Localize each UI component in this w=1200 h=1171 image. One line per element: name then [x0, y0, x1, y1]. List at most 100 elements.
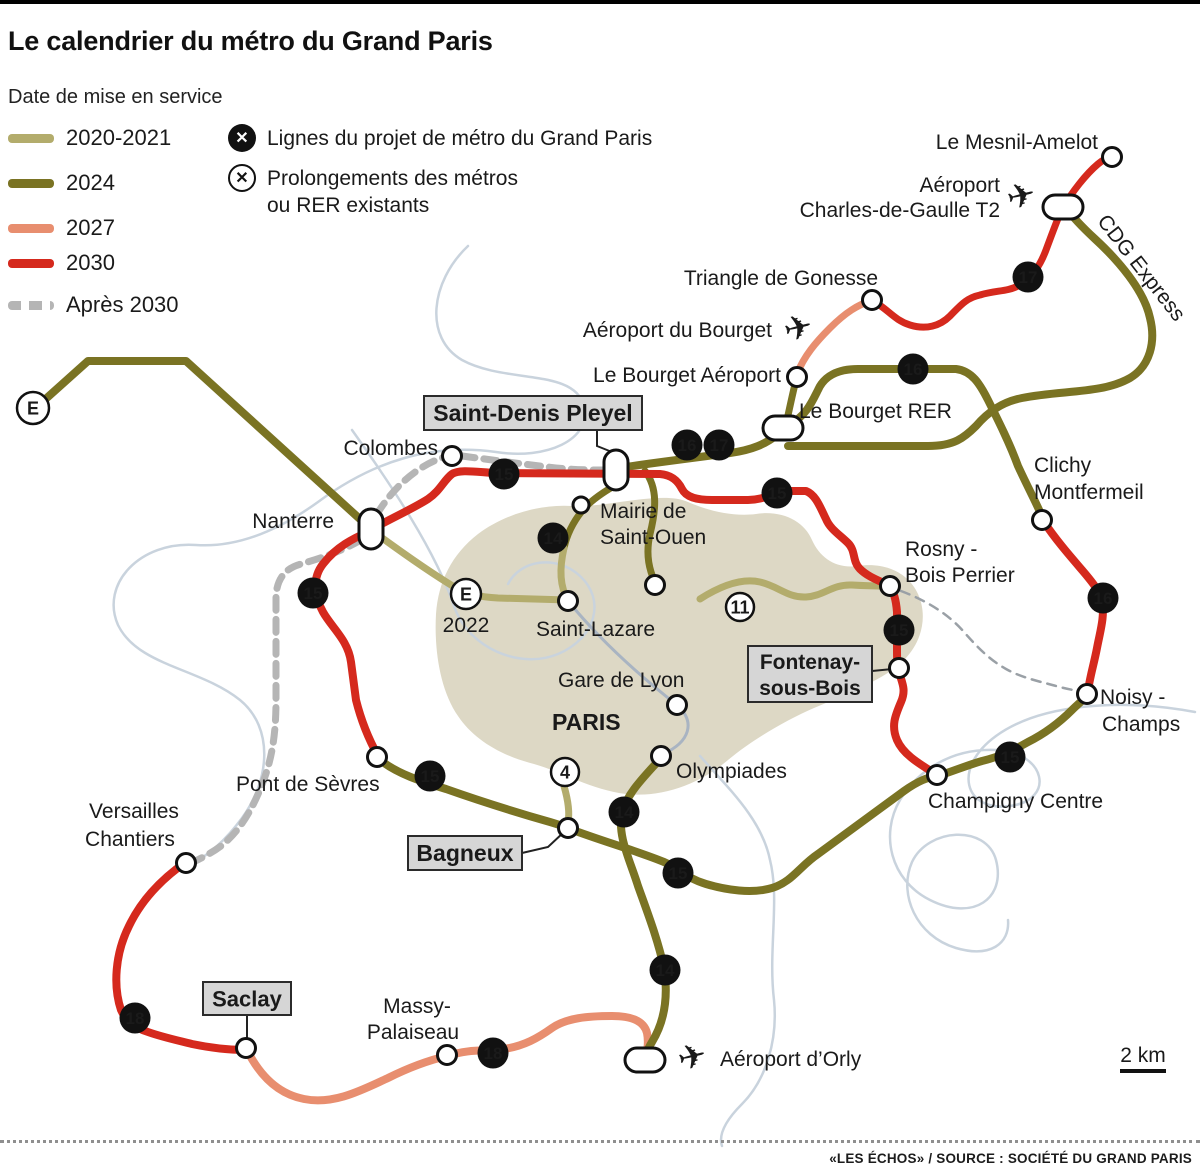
- legend-symbol-extensions: ✕ Prolongements des métros ou RER existan…: [228, 164, 652, 219]
- x-icon: ✕: [235, 170, 249, 187]
- badge-number: 14: [656, 961, 675, 980]
- label-mairie-de: Mairie de: [600, 500, 686, 523]
- footer-separator: [0, 1140, 1200, 1143]
- line-badge-outlined-icon: ✕: [228, 164, 256, 192]
- station-olympiades: [650, 745, 672, 767]
- legend-label: 2020-2021: [66, 125, 172, 150]
- station-versailles-chantiers: [175, 852, 197, 874]
- label-colombes: Colombes: [343, 437, 438, 460]
- boxed-label-saint-denis-pleyel: Saint-Denis Pleyel: [423, 395, 643, 431]
- label-cdg-express: CDG Express: [1093, 210, 1190, 325]
- line-badge-16: 16: [671, 429, 703, 461]
- badge-circle: [549, 756, 581, 788]
- boxed-label-fontenay-sous-bois: Fontenay-sous-Bois: [747, 645, 873, 703]
- legend-label: 2030: [66, 250, 115, 275]
- line-apres2030-colombes-pleyel: [458, 452, 608, 474]
- badge-number: 11: [730, 598, 749, 618]
- line-badge-14: 14: [537, 522, 569, 554]
- source-credit: «LES ÉCHOS» / SOURCE : SOCIÉTÉ DU GRAND …: [829, 1151, 1192, 1166]
- line-badge-15: 15: [761, 477, 793, 509]
- label-le-mesnil-amelot: Le Mesnil-Amelot: [936, 131, 1098, 154]
- line-line17-north-2027: [793, 297, 874, 378]
- river-0: [112, 244, 587, 868]
- legend-item-apr-s-2030: Après 2030: [8, 291, 179, 319]
- label-chantiers: Chantiers: [85, 828, 175, 851]
- airplane-icon: ✈: [780, 306, 817, 350]
- label-box-text: Bagneux: [416, 840, 513, 866]
- paris-area: [435, 497, 923, 795]
- badge-circle: [488, 458, 520, 490]
- line-line11-apres-2030: [899, 589, 1087, 694]
- river-2: [888, 703, 1197, 953]
- line-line12-stub-2024: [641, 467, 659, 587]
- line-badge-15: 15: [297, 577, 329, 609]
- line-badge-18: 18: [119, 1002, 151, 1034]
- line-badge-15: 15: [488, 458, 520, 490]
- badge-circle: [537, 522, 569, 554]
- label-montfermeil: Montfermeil: [1034, 481, 1144, 504]
- station-aeroport-charles-de-gaulle-t2: [1041, 193, 1085, 221]
- river-3: [698, 754, 776, 1148]
- badge-circle: [703, 429, 735, 461]
- legend-dates: 2020-2021 2024 2027 2030 Après 2030: [8, 124, 223, 334]
- pointer-bagneux: [521, 831, 565, 854]
- x-icon: ✕: [235, 130, 249, 147]
- badge-number: 14: [615, 803, 634, 822]
- badge-circle: [662, 857, 694, 889]
- line-badge-15: 15: [414, 760, 446, 792]
- line-badge-11: 11: [724, 591, 756, 623]
- legend-swatch: [8, 133, 54, 143]
- label-olympiades: Olympiades: [676, 760, 787, 783]
- badge-circle: [414, 760, 446, 792]
- label-versailles: Versailles: [89, 800, 179, 823]
- legend-swatch: [8, 300, 54, 310]
- station-mairie-de-saint-ouen: [644, 574, 666, 596]
- badge-number: E: [460, 585, 472, 605]
- station-bagneux: [557, 817, 579, 839]
- station-le-bourget-rer: [761, 414, 805, 442]
- badge-circle: [297, 577, 329, 609]
- station-gare-de-lyon: [666, 694, 688, 716]
- legend-item-2020-2021: 2020-2021: [8, 124, 171, 152]
- badge-circle: [724, 591, 756, 623]
- airplane-icon: ✈: [1003, 174, 1040, 218]
- label-box: [407, 835, 523, 871]
- boxed-label-bagneux: Bagneux: [407, 835, 523, 871]
- airplane-icon: ✈: [674, 1035, 711, 1079]
- line-apres2030-nanterre-versailles: [185, 536, 365, 868]
- label-box: [202, 981, 292, 1016]
- station-le-bourget-aeroport: [786, 366, 808, 388]
- scale-bar: [1120, 1069, 1166, 1073]
- badge-circle: [477, 1037, 509, 1069]
- label-box-text: sous-Bois: [759, 677, 861, 700]
- label-saint-ouen: Saint-Ouen: [600, 526, 706, 549]
- legend-item-2030: 2030: [8, 249, 115, 277]
- line-cdg-express-2024: [784, 204, 1157, 450]
- badge-circle: [883, 614, 915, 646]
- label-pont-de-s-vres: Pont de Sèvres: [236, 773, 380, 796]
- badge-number: 17: [710, 436, 729, 455]
- legend-item-2024: 2024: [8, 169, 115, 197]
- line-badge-14: 14: [649, 954, 681, 986]
- station-noisy-champs: [1076, 683, 1098, 705]
- badge-circle: [1012, 261, 1044, 293]
- legend-swatch: [8, 258, 54, 268]
- station-pont-de-sevres: [366, 746, 388, 768]
- label-box: [423, 395, 643, 431]
- legend-symbols: ✕ Lignes du projet de métro du Grand Par…: [228, 124, 652, 231]
- label-noisy-: Noisy -: [1100, 686, 1165, 709]
- badge-number: 15: [495, 465, 514, 484]
- line-badge-filled-icon: ✕: [228, 124, 256, 152]
- boxed-label-saclay: Saclay: [202, 981, 292, 1016]
- station-nanterre: [357, 507, 385, 551]
- legend-label: 2027: [66, 215, 115, 240]
- line-badge-e: E: [15, 390, 51, 426]
- badge-number: 16: [904, 360, 923, 379]
- line-badge-18: 18: [477, 1037, 509, 1069]
- label-box-text: Saclay: [212, 987, 282, 1012]
- label-a-roport: Aéroport: [919, 174, 1000, 197]
- label-a-roport-d-orly: Aéroport d’Orly: [720, 1048, 862, 1071]
- line-line15-south-2024: [376, 690, 1092, 895]
- badge-circle: [1087, 582, 1119, 614]
- line-badge-17: 17: [1012, 261, 1044, 293]
